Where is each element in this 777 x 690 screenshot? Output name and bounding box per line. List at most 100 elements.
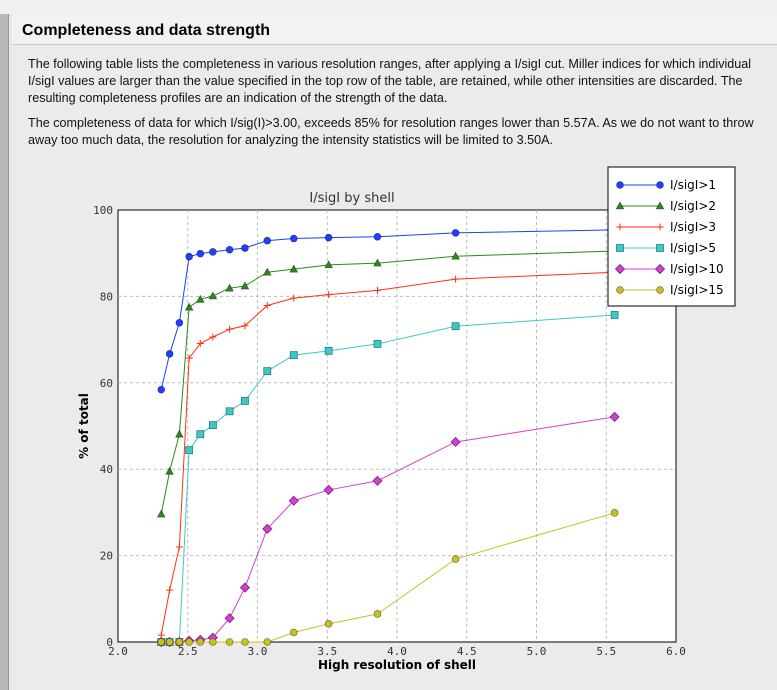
data-point [373, 258, 382, 267]
legend-marker [616, 181, 624, 189]
data-point [324, 260, 333, 269]
data-point [185, 354, 193, 362]
legend-label: I/sigI>10 [670, 262, 724, 276]
data-point [450, 436, 461, 448]
x-tick-label: 2.5 [178, 645, 198, 658]
data-point [166, 586, 174, 594]
data-point [185, 446, 194, 455]
legend-marker [616, 286, 624, 294]
legend-marker [616, 244, 624, 252]
data-point [225, 638, 234, 646]
x-axis-label: High resolution of shell [318, 658, 476, 672]
series-line [160, 250, 615, 515]
data-point [241, 638, 249, 646]
data-point [225, 245, 234, 254]
y-tick-label: 60 [100, 377, 113, 390]
x-tick-label: 5.0 [527, 645, 547, 658]
data-point [241, 244, 249, 252]
legend-marker [614, 263, 626, 275]
legend-marker [656, 244, 664, 252]
legend-label: I/sigI>3 [670, 220, 716, 234]
data-point [224, 613, 235, 624]
data-point [239, 582, 251, 593]
y-axis-label: % of total [77, 393, 91, 459]
y-tick-label: 80 [100, 290, 113, 303]
data-point [451, 555, 460, 563]
data-point [289, 628, 298, 637]
data-point [226, 325, 234, 333]
data-point [225, 407, 234, 416]
section-title: Completeness and data strength [22, 22, 271, 39]
data-point [263, 638, 272, 646]
data-point [324, 233, 333, 242]
data-point [324, 620, 333, 628]
x-tick-label: 3.5 [317, 645, 337, 658]
intro-paragraph: The following table lists the completene… [28, 57, 752, 105]
legend: I/sigI>1 I/sigI>2 I/sigI>3 I/sigI>5 I/sigI>1… [607, 166, 736, 307]
legend-label: I/sigI>5 [670, 241, 716, 255]
legend-label: I/sigI>1 [670, 178, 716, 192]
y-tick-label: 0 [106, 636, 113, 649]
data-point [610, 509, 619, 517]
chart-title: I/sigI by shell [309, 191, 394, 206]
data-point [263, 367, 272, 376]
x-tick-label: 4.5 [457, 645, 477, 658]
legend-marker [655, 201, 665, 210]
y-tick-label: 40 [100, 463, 113, 476]
data-point [372, 475, 383, 486]
legend-marker [616, 223, 624, 231]
data-point [209, 248, 217, 256]
x-tick-label: 3.0 [248, 645, 268, 658]
data-point [241, 322, 249, 330]
data-point [288, 495, 299, 506]
data-point [196, 249, 205, 258]
legend-marker [615, 201, 625, 210]
data-point [610, 311, 619, 319]
y-tick-label: 20 [100, 550, 113, 563]
data-point [289, 351, 298, 360]
data-point [208, 421, 217, 430]
data-point [209, 333, 217, 341]
data-point [373, 340, 382, 348]
data-point [451, 229, 460, 237]
data-point [373, 286, 381, 294]
data-point [185, 638, 193, 646]
data-point [452, 275, 460, 283]
left-scroll-edge [0, 14, 9, 690]
data-point [263, 236, 272, 245]
data-point [225, 283, 234, 292]
series-i-sigi-2 [156, 246, 619, 518]
data-point [451, 322, 460, 331]
y-tick-label: 100 [93, 204, 113, 217]
data-point [262, 267, 272, 276]
data-point [196, 430, 205, 439]
data-point [373, 610, 382, 618]
data-point [241, 397, 249, 405]
data-point [240, 281, 250, 290]
series-line [160, 271, 615, 636]
data-point [208, 291, 218, 300]
data-point [609, 411, 620, 422]
data-point [290, 294, 298, 302]
data-point [175, 318, 184, 327]
series-line [160, 229, 615, 390]
data-point [157, 385, 166, 394]
data-point [185, 252, 193, 261]
data-point [289, 264, 299, 273]
data-point [209, 638, 217, 646]
data-point [263, 301, 271, 309]
top-strip [0, 0, 777, 14]
data-point [196, 339, 204, 347]
data-point [196, 638, 205, 646]
x-tick-label: 4.0 [387, 645, 407, 658]
legend-label: I/sigI>15 [670, 283, 724, 297]
data-point [451, 251, 460, 260]
data-point [262, 523, 273, 534]
data-point [157, 638, 166, 646]
data-point [373, 232, 382, 241]
legend-marker [654, 263, 666, 275]
data-point [165, 350, 174, 358]
series-i-sigi-3 [157, 268, 619, 639]
x-tick-label: 2.0 [108, 645, 128, 658]
data-point [184, 302, 194, 311]
